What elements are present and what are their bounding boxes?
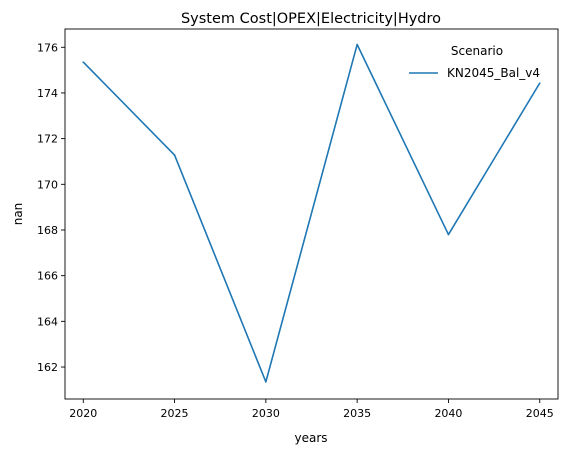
legend-label-kn2045-bal-v4: KN2045_Bal_v4 (447, 66, 540, 80)
x-axis-label: years (294, 431, 327, 445)
x-tick-label: 2020 (69, 407, 97, 420)
x-tick-label: 2040 (434, 407, 462, 420)
y-tick-label: 164 (37, 315, 58, 328)
y-tick-label: 170 (37, 178, 58, 191)
data-point (82, 61, 85, 63)
y-axis-ticks: 162 164 166 168 170 172 174 176 (37, 41, 65, 374)
data-point (538, 82, 541, 84)
y-tick-label: 172 (37, 133, 58, 146)
x-tick-label: 2045 (526, 407, 554, 420)
plot-frame (64, 28, 559, 400)
legend: Scenario KN2045_Bal_v4 (409, 44, 540, 80)
x-axis-ticks: 2020 2025 2030 2035 2040 2045 (69, 399, 554, 420)
y-tick-label: 176 (37, 41, 58, 54)
y-tick-label: 174 (37, 87, 58, 100)
legend-title: Scenario (451, 44, 503, 58)
y-axis-label: nan (11, 203, 25, 226)
y-tick-label: 162 (37, 361, 58, 374)
chart-title: System Cost|OPEX|Electricity|Hydro (181, 11, 441, 27)
data-point (356, 43, 358, 46)
data-point (447, 233, 450, 236)
x-tick-label: 2030 (252, 407, 280, 420)
x-tick-label: 2035 (343, 407, 371, 420)
data-point (265, 381, 267, 383)
x-tick-label: 2025 (161, 407, 189, 420)
series-line-kn2045-bal-v4 (82, 43, 541, 383)
y-tick-label: 166 (37, 270, 58, 283)
data-point (173, 154, 176, 156)
y-tick-label: 168 (37, 224, 58, 237)
